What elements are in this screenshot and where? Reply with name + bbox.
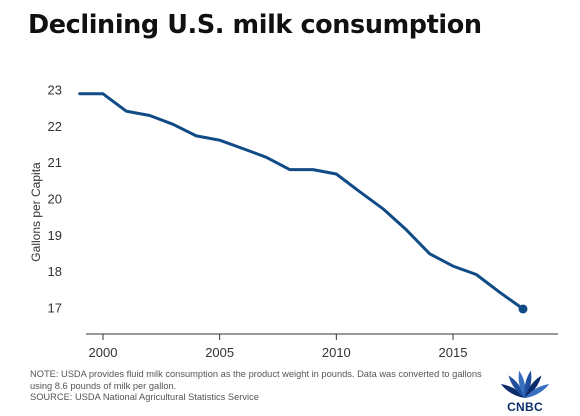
chart-notes: NOTE: USDA provides fluid milk consumpti… bbox=[30, 369, 500, 404]
y-tick-label: 20 bbox=[48, 192, 62, 207]
source-text: SOURCE: USDA National Agricultural Stati… bbox=[30, 392, 259, 402]
peacock-feather bbox=[525, 375, 542, 398]
peacock-feather bbox=[508, 375, 525, 398]
y-tick-label: 17 bbox=[48, 300, 62, 315]
series-line bbox=[78, 92, 525, 311]
end-point-marker bbox=[518, 304, 528, 314]
peacock-feather bbox=[524, 370, 532, 398]
x-tick-label: 2015 bbox=[439, 345, 468, 360]
y-axis: 17 18 19 20 21 22 23 bbox=[48, 83, 62, 316]
y-tick-label: 19 bbox=[48, 228, 62, 243]
cnbc-logo: CNBC bbox=[494, 364, 556, 414]
peacock-feather bbox=[518, 370, 526, 398]
y-axis-label: Gallons per Capita bbox=[29, 162, 43, 262]
x-tick-label: 2010 bbox=[322, 345, 351, 360]
chart-title: Declining U.S. milk consumption bbox=[28, 10, 482, 40]
x-tick-label: 2005 bbox=[205, 345, 234, 360]
y-tick-label: 18 bbox=[48, 264, 62, 279]
x-tick-label: 2000 bbox=[89, 345, 118, 360]
peacock-icon bbox=[500, 370, 550, 398]
peacock-feather bbox=[525, 384, 550, 398]
y-tick-label: 23 bbox=[48, 83, 62, 98]
peacock-feather bbox=[500, 384, 525, 398]
x-axis: 2000 2005 2010 2015 bbox=[86, 333, 558, 360]
y-tick-label: 22 bbox=[48, 119, 62, 134]
note-text: NOTE: USDA provides fluid milk consumpti… bbox=[30, 369, 482, 391]
plot-area bbox=[78, 92, 528, 314]
cnbc-logo-text: CNBC bbox=[507, 400, 543, 414]
y-tick-label: 21 bbox=[48, 155, 62, 170]
